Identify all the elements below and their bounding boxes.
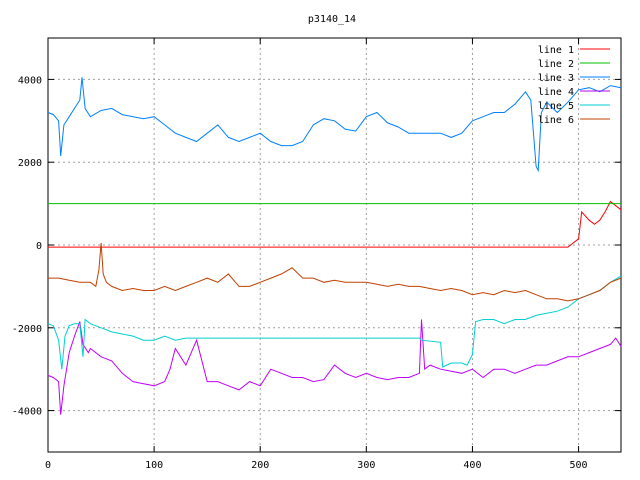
series-line-4 [47,319,622,415]
x-tick-label: 500 [570,460,588,471]
legend: line 1 line 2 line 3 line 4 line 5 line 6 [538,45,610,126]
x-tick-label: 200 [251,460,269,471]
axis-ticks: 0 100 200 300 400 500 -4000 -2000 0 2000 4000 [12,38,621,471]
x-tick-label: 400 [463,460,481,471]
legend-label: line 2 [538,59,574,70]
legend-label: line 3 [538,73,574,84]
legend-label: line 5 [538,101,574,112]
y-tick-label: 0 [36,241,42,252]
series-line-5 [47,275,622,370]
x-tick-label: 300 [357,460,375,471]
y-tick-label: -2000 [12,324,42,335]
series-lines [47,77,622,415]
series-line-3 [47,77,622,173]
y-tick-label: 2000 [18,158,42,169]
series-line-1 [48,200,622,248]
y-tick-label: 4000 [18,75,42,86]
x-tick-label: 0 [45,460,51,471]
y-tick-label: -4000 [12,407,42,418]
legend-label: line 6 [538,115,574,126]
grid [48,38,621,452]
series-line-6 [48,242,622,302]
legend-label: line 1 [538,45,574,56]
chart-title: p3140_14 [308,14,356,25]
legend-label: line 4 [538,87,574,98]
x-tick-label: 100 [145,460,163,471]
